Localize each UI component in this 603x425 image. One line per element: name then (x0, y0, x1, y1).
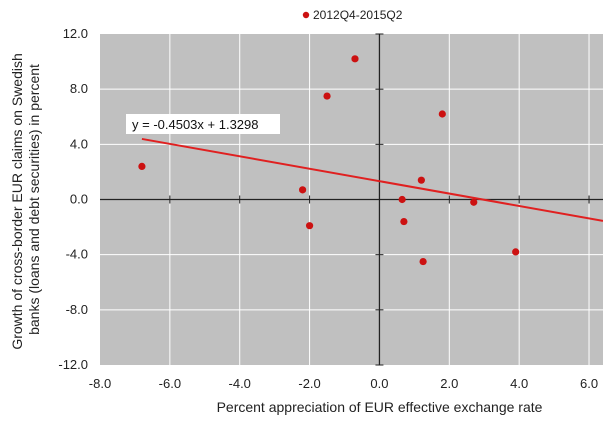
data-points (138, 55, 520, 266)
trendline-equation: y = -0.4503x + 1.3298 (126, 114, 280, 134)
y-axis-title: Growth of cross-border EUR claims on Swe… (9, 49, 42, 349)
legend-label: 2012Q4-2015Q2 (313, 8, 403, 22)
x-tick-label: -8.0 (89, 376, 111, 391)
data-point (323, 92, 331, 100)
legend-marker (302, 11, 310, 19)
y-tick-label: 12.0 (63, 26, 88, 41)
data-point (438, 110, 446, 118)
data-point (398, 195, 406, 204)
trendline (141, 137, 603, 222)
legend: 2012Q4-2015Q2 (302, 8, 403, 22)
x-axis-ticks: -8.0 -6.0 -4.0 -2.0 0.0 2.0 4.0 6.0 (89, 376, 598, 391)
y-axis-title-line-1: Growth of cross-border EUR claims on Swe… (9, 53, 25, 349)
axes (100, 33, 603, 366)
trendline-equation-label: y = -0.4503x + 1.3298 (132, 117, 258, 132)
y-tick-label: 8.0 (70, 81, 88, 96)
x-tick-label: 4.0 (510, 376, 528, 391)
y-tick-label: 4.0 (70, 136, 88, 151)
x-tick-label: 0.0 (370, 376, 388, 391)
y-axis-title-line-2: banks (loans and debt securities) in per… (26, 64, 42, 335)
y-tick-label: -8.0 (66, 302, 88, 317)
data-point (417, 176, 425, 184)
data-point (305, 222, 314, 230)
data-point (351, 55, 359, 63)
data-point (470, 198, 478, 206)
x-tick-label: -4.0 (229, 376, 251, 391)
x-tick-label: 2.0 (440, 376, 458, 391)
y-tick-label: -4.0 (66, 247, 88, 262)
data-point (400, 217, 408, 226)
y-axis-ticks: -12.0 -8.0 -4.0 0.0 4.0 8.0 12.0 (58, 26, 88, 372)
y-tick-label: 0.0 (70, 192, 88, 207)
data-point (419, 257, 427, 266)
data-point (138, 162, 146, 170)
x-tick-label: 6.0 (580, 376, 598, 391)
y-tick-label: -12.0 (58, 357, 88, 372)
data-point (512, 248, 520, 256)
x-tick-label: -2.0 (298, 376, 320, 391)
trendline-equation-box (126, 114, 280, 134)
data-point (298, 186, 307, 194)
x-axis-title: Percent appreciation of EUR effective ex… (217, 399, 543, 415)
x-tick-label: -6.0 (159, 376, 181, 391)
